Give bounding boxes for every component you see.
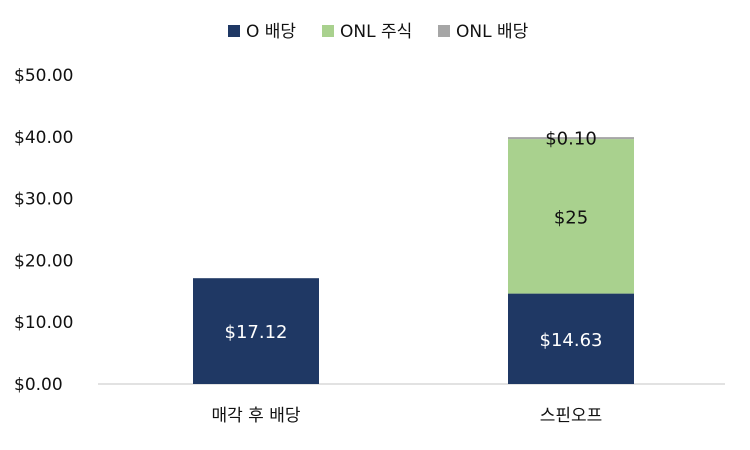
y-tick-label: $40.00	[14, 128, 73, 148]
y-tick-label: $50.00	[14, 66, 73, 86]
data-label: $25	[554, 207, 588, 228]
y-tick-label: $30.00	[14, 190, 73, 210]
legend-entry: ONL 주식	[340, 22, 412, 42]
legend-entry: O 배당	[246, 22, 296, 42]
y-tick-label: $10.00	[14, 313, 73, 333]
bar-segment	[508, 137, 634, 140]
category-label: 스핀오프	[540, 406, 603, 426]
bars: $17.12 $14.63 $25 $0.10	[193, 128, 634, 384]
y-axis: $0.00 $10.00 $20.00 $30.00 $40.00 $50.00	[14, 66, 73, 395]
data-label: $17.12	[225, 322, 288, 343]
category-label: 매각 후 배당	[211, 406, 300, 426]
data-label: $14.63	[540, 330, 603, 351]
legend-swatch	[438, 25, 450, 37]
legend-swatch	[228, 25, 240, 37]
bar-segment	[193, 278, 319, 384]
y-tick-label: $20.00	[14, 251, 73, 271]
bar-segment	[508, 293, 634, 384]
data-label: $0.10	[545, 128, 597, 149]
legend-entry: ONL 배당	[456, 22, 529, 42]
y-tick-label: $0.00	[14, 375, 63, 395]
bar-segment	[508, 139, 634, 294]
legend: O 배당 ONL 주식 ONL 배당	[228, 22, 529, 42]
x-axis: 매각 후 배당 스핀오프	[211, 406, 602, 426]
legend-swatch	[322, 25, 334, 37]
